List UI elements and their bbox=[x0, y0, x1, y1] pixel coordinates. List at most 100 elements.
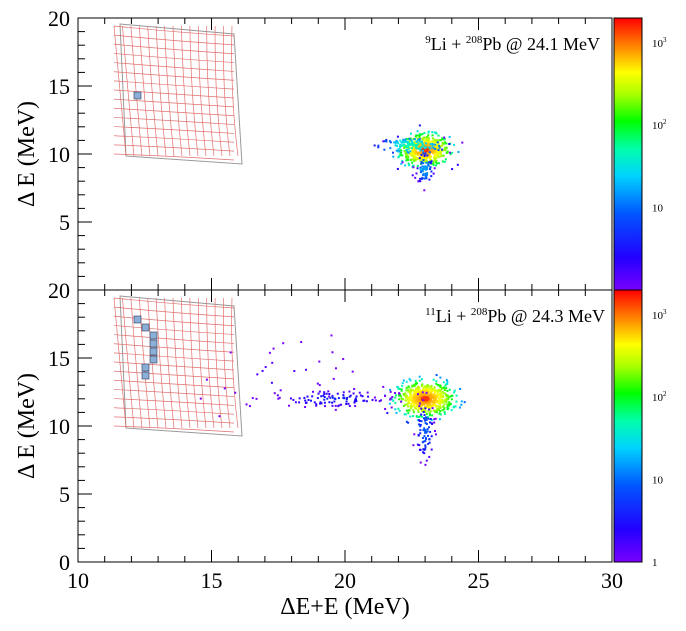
data-point bbox=[426, 404, 429, 407]
data-point bbox=[426, 154, 429, 157]
inset-grid-line bbox=[138, 25, 151, 157]
data-point bbox=[436, 153, 439, 156]
data-point bbox=[425, 146, 428, 149]
data-point bbox=[271, 361, 274, 364]
data-point bbox=[407, 421, 410, 424]
data-point bbox=[420, 153, 423, 156]
data-point bbox=[445, 393, 448, 396]
data-point bbox=[298, 401, 301, 404]
data-point bbox=[429, 430, 432, 433]
data-point bbox=[313, 401, 316, 404]
data-point bbox=[414, 398, 417, 401]
data-point bbox=[421, 157, 424, 160]
data-point bbox=[415, 387, 418, 390]
data-point bbox=[422, 160, 425, 163]
data-point bbox=[419, 149, 422, 152]
data-point bbox=[402, 393, 405, 396]
data-point bbox=[412, 137, 415, 140]
x-tick-label: 30 bbox=[601, 568, 623, 593]
data-point bbox=[422, 174, 425, 177]
data-point bbox=[434, 139, 437, 142]
data-point bbox=[413, 141, 416, 144]
data-point bbox=[404, 164, 407, 167]
top-y-tick-labels: 5 10 15 20 bbox=[48, 6, 70, 235]
data-point bbox=[404, 392, 407, 395]
data-point bbox=[342, 391, 345, 394]
data-point bbox=[347, 402, 350, 405]
data-point bbox=[404, 396, 407, 399]
data-point bbox=[412, 394, 415, 397]
data-point bbox=[403, 146, 406, 149]
data-point bbox=[427, 410, 430, 413]
data-point bbox=[431, 147, 434, 150]
data-point bbox=[415, 399, 418, 402]
data-point bbox=[438, 146, 441, 149]
data-point bbox=[401, 384, 404, 387]
colorbar-tick-base: 10 bbox=[652, 475, 664, 487]
data-point bbox=[422, 429, 425, 432]
data-point bbox=[394, 401, 397, 404]
data-point bbox=[427, 164, 430, 167]
data-point bbox=[417, 415, 420, 418]
data-point bbox=[438, 406, 441, 409]
data-point bbox=[394, 140, 397, 143]
data-point bbox=[430, 162, 433, 165]
data-point bbox=[383, 140, 386, 143]
data-point bbox=[409, 152, 412, 155]
x-axis-title: ΔE+E (MeV) bbox=[280, 594, 410, 620]
data-point bbox=[199, 397, 202, 400]
data-point bbox=[410, 389, 413, 392]
data-point bbox=[417, 396, 420, 399]
data-point bbox=[282, 342, 285, 345]
data-point bbox=[405, 389, 408, 392]
data-point bbox=[427, 426, 430, 429]
data-point bbox=[415, 400, 418, 403]
data-point bbox=[443, 136, 446, 139]
data-point bbox=[408, 408, 411, 411]
data-point bbox=[348, 395, 351, 398]
data-point bbox=[412, 395, 415, 398]
data-point bbox=[425, 174, 428, 177]
data-point bbox=[435, 159, 438, 162]
data-point bbox=[406, 140, 409, 143]
data-point bbox=[424, 165, 427, 168]
data-point bbox=[342, 394, 345, 397]
x-tick-label: 10 bbox=[67, 568, 89, 593]
data-point bbox=[436, 141, 439, 144]
data-point bbox=[413, 154, 416, 157]
data-point bbox=[428, 138, 431, 141]
data-point bbox=[359, 394, 362, 397]
data-point bbox=[400, 400, 403, 403]
data-point bbox=[433, 388, 436, 391]
data-point bbox=[399, 152, 402, 155]
data-point bbox=[438, 144, 441, 147]
data-point bbox=[337, 397, 340, 400]
data-point bbox=[328, 395, 331, 398]
data-point bbox=[397, 142, 400, 145]
data-point bbox=[415, 402, 418, 405]
data-point bbox=[420, 171, 423, 174]
data-point bbox=[428, 398, 431, 401]
colorbar-tick-label: 10 bbox=[652, 203, 664, 215]
data-point bbox=[440, 400, 443, 403]
data-point bbox=[332, 377, 335, 380]
data-point bbox=[416, 153, 419, 156]
data-point bbox=[417, 385, 420, 388]
data-point bbox=[447, 401, 450, 404]
data-point bbox=[389, 388, 392, 391]
data-point bbox=[439, 153, 442, 156]
y-tick-label: 15 bbox=[48, 346, 70, 371]
top-data-points bbox=[373, 124, 464, 192]
data-point bbox=[404, 413, 407, 416]
data-point bbox=[425, 142, 428, 145]
bottom-detector-inset bbox=[113, 295, 243, 437]
inset-grid-line bbox=[113, 117, 235, 125]
data-point bbox=[382, 385, 385, 388]
data-point bbox=[431, 396, 434, 399]
data-point bbox=[413, 157, 416, 160]
data-point bbox=[426, 142, 429, 145]
inset-grid-line bbox=[113, 43, 235, 55]
data-point bbox=[420, 404, 423, 407]
data-point bbox=[439, 406, 442, 409]
data-point bbox=[460, 400, 463, 403]
